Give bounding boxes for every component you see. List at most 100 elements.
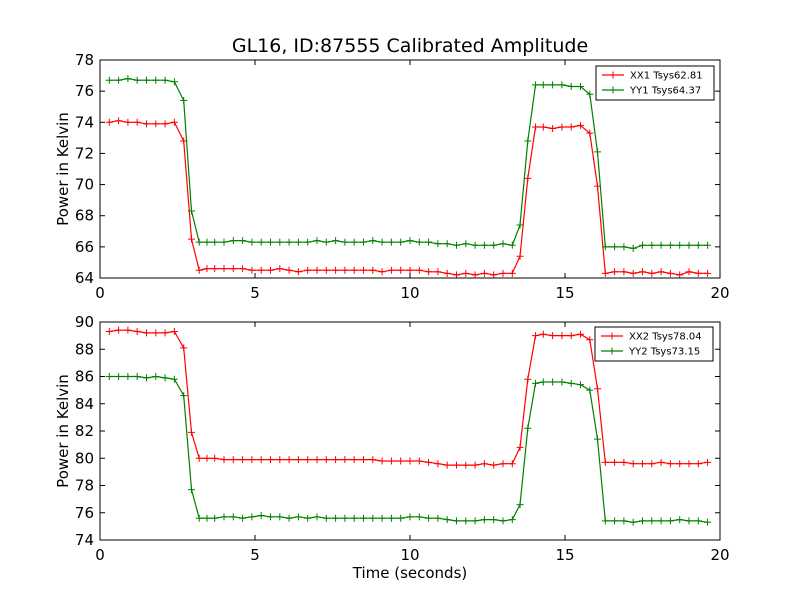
data-point	[704, 241, 712, 249]
data-point	[360, 514, 367, 522]
data-point	[516, 443, 524, 451]
data-point	[516, 252, 524, 260]
series-1	[105, 326, 712, 469]
data-point	[685, 268, 693, 276]
data-point	[133, 373, 141, 380]
data-point	[611, 458, 619, 466]
data-point	[425, 238, 433, 246]
data-point	[453, 461, 460, 469]
data-point	[304, 456, 312, 464]
data-point	[685, 241, 693, 249]
data-point	[567, 123, 575, 131]
data-point	[195, 454, 203, 462]
data-point	[443, 516, 451, 524]
data-point	[276, 238, 284, 246]
data-point	[161, 374, 169, 382]
data-point	[586, 129, 594, 137]
x-tick-label: 5	[250, 284, 260, 302]
data-point	[508, 516, 516, 524]
data-point	[480, 269, 488, 277]
data-point	[415, 513, 423, 521]
data-point	[539, 123, 547, 131]
series-2	[105, 75, 712, 252]
data-point	[152, 120, 160, 128]
x-axis-label: Time (seconds)	[352, 564, 468, 582]
data-point	[434, 460, 442, 468]
data-point	[322, 266, 330, 274]
data-point	[304, 238, 312, 246]
data-point	[499, 517, 507, 525]
y-axis-label: Power in Kelvin	[54, 112, 72, 226]
data-point	[115, 373, 123, 380]
data-point	[229, 456, 237, 464]
data-point	[332, 456, 340, 464]
data-point	[350, 456, 358, 464]
data-point	[577, 330, 584, 338]
data-point	[594, 435, 602, 443]
bottom-axes: 0 5 10 15 20 74 76 78 80 82 84 86 88 90 Power in Kelvi…	[54, 313, 730, 582]
data-point	[524, 375, 532, 383]
data-point	[415, 238, 423, 246]
data-point	[558, 378, 566, 386]
legend-box	[595, 65, 715, 101]
data-point	[285, 266, 293, 274]
y-tick-label: 82	[75, 422, 94, 440]
data-point	[694, 269, 702, 277]
data-point	[648, 517, 656, 525]
data-point	[611, 268, 619, 276]
data-point	[239, 514, 247, 522]
data-point	[406, 513, 414, 521]
data-point	[124, 118, 132, 126]
data-point	[350, 238, 358, 246]
data-point	[694, 460, 702, 468]
x-tick-label: 20	[710, 284, 729, 302]
data-point	[471, 517, 479, 525]
data-point	[267, 266, 274, 274]
data-point	[397, 266, 405, 274]
data-point	[577, 121, 584, 129]
data-point	[378, 268, 386, 276]
data-point	[620, 243, 628, 251]
data-point	[313, 456, 321, 464]
data-point	[657, 241, 665, 249]
data-point	[341, 514, 349, 522]
data-point	[105, 118, 113, 126]
data-point	[248, 456, 256, 464]
series-2	[105, 373, 712, 526]
data-point	[220, 265, 228, 273]
data-point	[415, 266, 423, 274]
data-point	[425, 268, 433, 276]
data-point	[248, 513, 256, 521]
legend-label: YY2 Tsys73.15	[628, 347, 700, 358]
data-point	[360, 456, 367, 464]
y-tick-label: 84	[75, 395, 94, 413]
data-point	[124, 326, 132, 334]
data-point	[539, 378, 547, 386]
data-point	[257, 511, 265, 519]
x-tick-label: 20	[710, 546, 729, 564]
data-point	[434, 514, 442, 522]
data-point	[397, 238, 405, 246]
legend-marker	[608, 332, 616, 340]
data-point	[180, 392, 188, 400]
data-point	[170, 328, 178, 336]
data-point	[276, 513, 284, 521]
data-point	[133, 118, 141, 126]
y-axis-label: Power in Kelvin	[54, 374, 72, 488]
data-point	[161, 76, 169, 84]
data-point	[229, 237, 237, 245]
x-tick-label: 15	[555, 284, 574, 302]
data-point	[203, 454, 211, 462]
y-tick-label: 88	[75, 340, 94, 358]
data-point	[639, 241, 646, 249]
data-point	[180, 96, 188, 104]
data-point	[180, 344, 188, 352]
data-point	[211, 265, 219, 273]
data-point	[620, 458, 628, 466]
x-tick-label: 0	[95, 284, 105, 302]
data-point	[143, 76, 150, 84]
y-tick-label: 80	[75, 449, 94, 467]
data-point	[387, 238, 395, 246]
data-point	[406, 237, 414, 245]
data-point	[611, 243, 619, 251]
